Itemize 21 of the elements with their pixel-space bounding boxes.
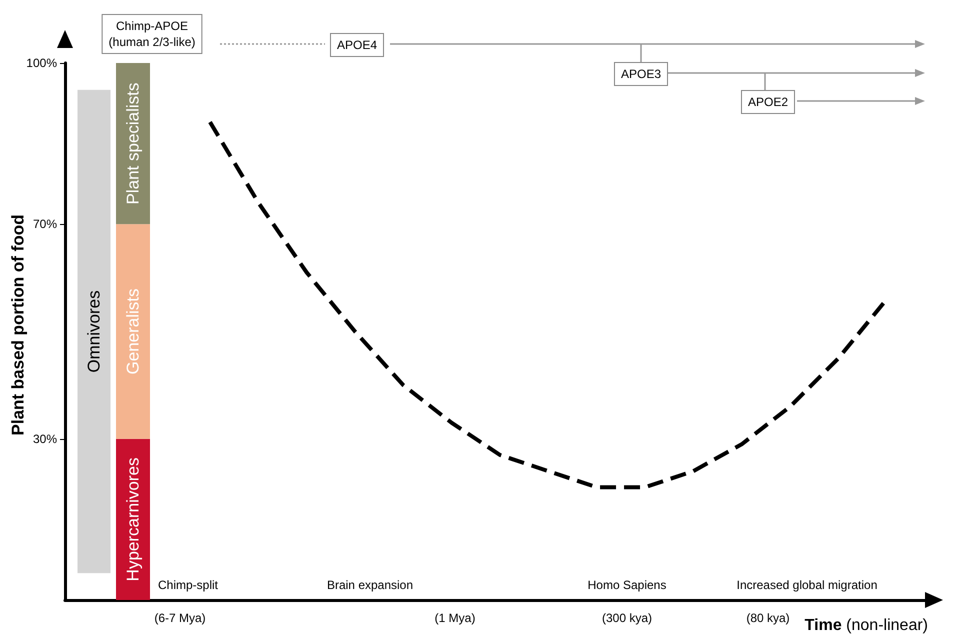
text: Chimp-APOE (human 2/3-like) bbox=[108, 19, 196, 49]
annotation: APOE2 bbox=[748, 95, 788, 109]
series-label: Plant specialists bbox=[124, 82, 142, 204]
annotation: Chimp-split bbox=[158, 578, 219, 592]
x-axis-title: Time (non-linear) bbox=[804, 617, 928, 635]
annotation: Brain expansion bbox=[326, 578, 414, 592]
text: (300 kya) bbox=[602, 611, 652, 625]
series-label: Omnivores bbox=[84, 290, 104, 373]
series-label: Hypercarnivores bbox=[124, 458, 142, 582]
text: (80 kya) bbox=[746, 611, 790, 625]
series-label: Generalists bbox=[124, 288, 142, 374]
y-tick-label: 100% bbox=[26, 56, 58, 70]
annotation: Homo Sapiens bbox=[588, 578, 666, 592]
text: (1 Mya) bbox=[434, 611, 476, 625]
text: (6-7 Mya) bbox=[154, 611, 206, 625]
y-tick-label: 70% bbox=[32, 217, 58, 232]
text: APOE4 bbox=[336, 38, 378, 52]
annotation: Increased global migration bbox=[736, 578, 878, 592]
y-tick-label: 30% bbox=[32, 432, 58, 446]
y-axis-title: Plant based portion of food bbox=[8, 214, 28, 436]
annotation: APOE3 bbox=[620, 67, 662, 81]
